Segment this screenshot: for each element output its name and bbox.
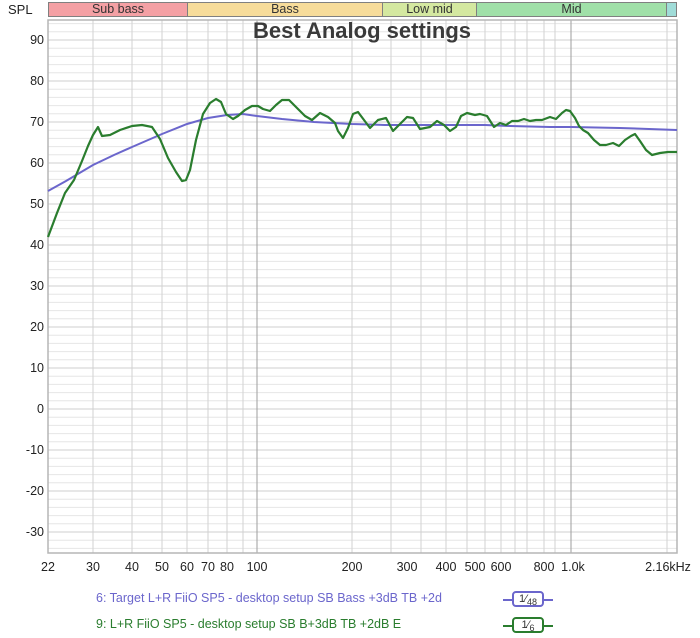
smoothing-numerator: 1 — [521, 619, 528, 631]
x-tick: 300 — [396, 560, 418, 574]
x-tick: 1.0k — [561, 560, 585, 574]
major-grid-horizontal — [48, 39, 677, 533]
x-tick: 100 — [246, 560, 268, 574]
minor-grid — [48, 23, 677, 549]
target-curve — [47, 112, 678, 192]
y-tick: 90 — [30, 33, 44, 47]
frequency-band-bar: Sub bass Bass Low mid Mid — [48, 2, 677, 17]
y-tick: 20 — [30, 320, 44, 334]
y-axis-label: SPL — [8, 2, 33, 17]
smoothing-numerator: 1 — [519, 593, 526, 605]
y-tick: 10 — [30, 361, 44, 375]
x-tick: 500 — [464, 560, 486, 574]
band-bass: Bass — [187, 2, 383, 17]
y-tick: -10 — [25, 443, 44, 457]
smoothing-denominator: 6 — [529, 623, 535, 634]
fraction-slash: ⁄ — [525, 593, 527, 605]
x-tick: 30 — [86, 560, 100, 574]
grid-vertical — [92, 20, 668, 553]
y-tick: 40 — [30, 238, 44, 252]
x-tick: 40 — [125, 560, 139, 574]
decade-grid — [256, 20, 572, 553]
x-tick: 200 — [341, 560, 363, 574]
band-upper — [666, 2, 677, 17]
chart-title: Best Analog settings — [253, 18, 471, 43]
measured-curve — [46, 97, 677, 238]
fraction-slash: ⁄ — [527, 619, 530, 631]
y-tick: 0 — [37, 402, 44, 416]
legend-item-measured[interactable]: 9: L+R FiiO SP5 - desktop setup SB B+3dB… — [96, 617, 402, 631]
x-tick: 70 — [201, 560, 215, 574]
smoothing-badge-target[interactable]: 1⁄48 — [512, 591, 544, 607]
smoothing-denominator: 48 — [526, 597, 537, 608]
x-tick: 600 — [490, 560, 512, 574]
x-tick: 400 — [435, 560, 457, 574]
y-tick: 70 — [30, 115, 44, 129]
x-tick: 800 — [533, 560, 555, 574]
band-sub-bass: Sub bass — [48, 2, 188, 17]
y-tick: 60 — [30, 156, 44, 170]
y-tick: 30 — [30, 279, 44, 293]
band-mid: Mid — [476, 2, 667, 17]
y-tick: -20 — [25, 484, 44, 498]
x-tick: 60 — [180, 560, 194, 574]
x-tick: 2.16kHz — [645, 560, 691, 574]
smoothing-badge-measured[interactable]: 1⁄6 — [512, 617, 544, 633]
legend-item-target[interactable]: 6: Target L+R FiiO SP5 - desktop setup S… — [96, 591, 442, 605]
y-tick: -30 — [25, 525, 44, 539]
y-tick: 50 — [30, 197, 44, 211]
x-tick: 80 — [220, 560, 234, 574]
plot-frame — [47, 19, 678, 554]
y-tick: 80 — [30, 74, 44, 88]
x-tick: 22 — [41, 560, 55, 574]
band-low-mid: Low mid — [382, 2, 477, 17]
x-tick: 50 — [155, 560, 169, 574]
